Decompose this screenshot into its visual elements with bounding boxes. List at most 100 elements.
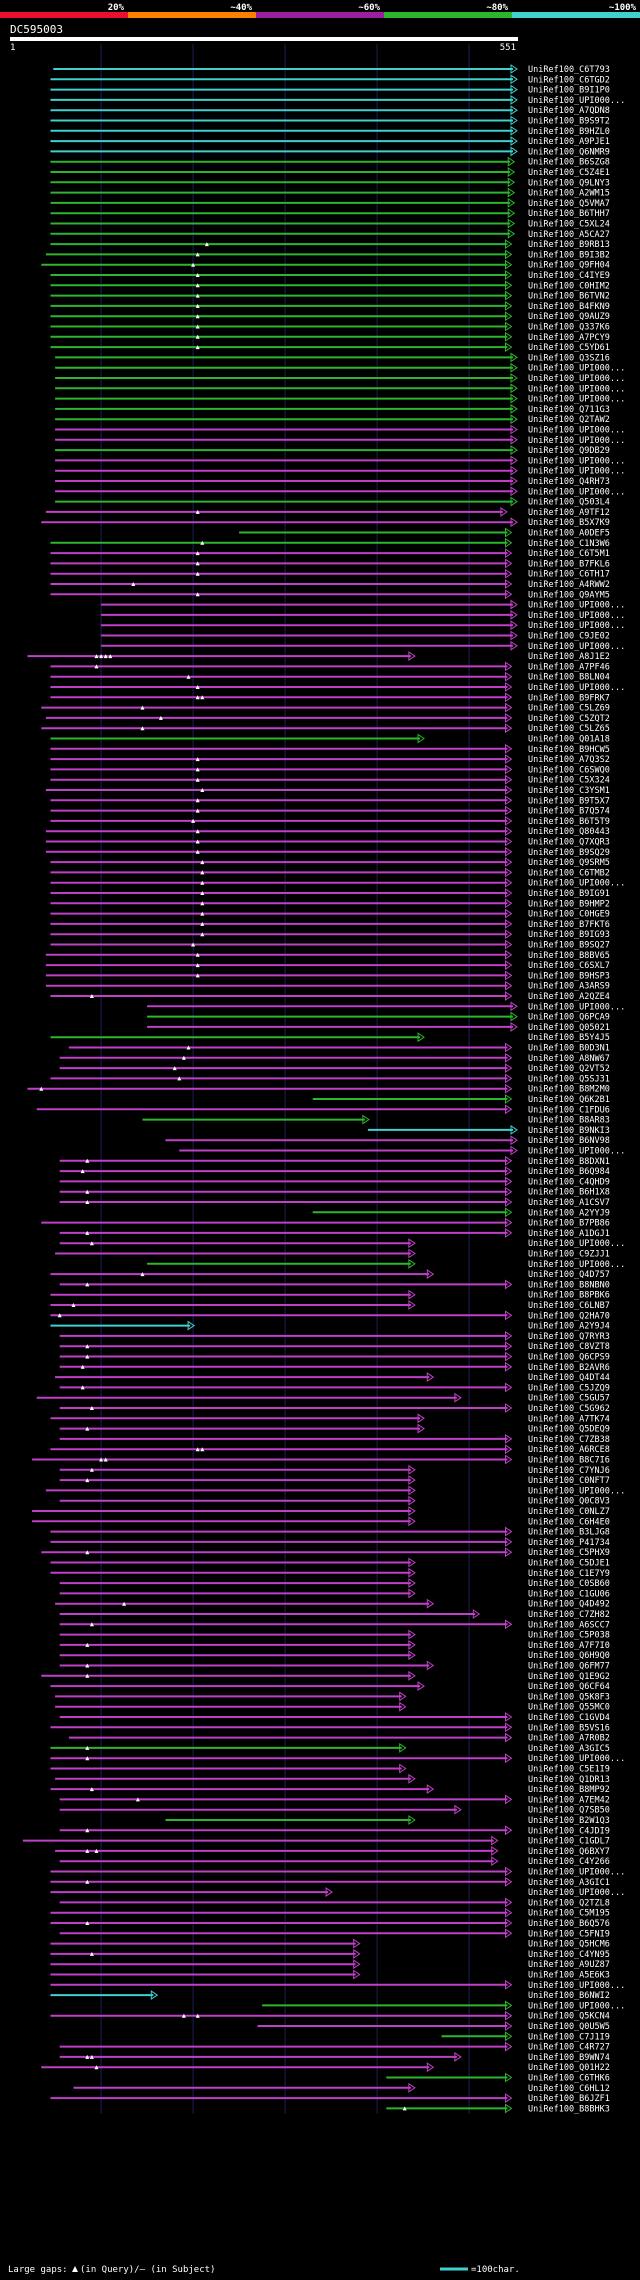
hit-label[interactable]: UniRef100_C1N3W6 bbox=[528, 539, 610, 549]
hit-label[interactable]: UniRef100_A7Q3S2 bbox=[528, 755, 610, 765]
hit-row[interactable]: UniRef100_UPI000... bbox=[55, 424, 625, 436]
hit-label[interactable]: UniRef100_C6TMB2 bbox=[528, 868, 610, 878]
hit-row[interactable]: UniRef100_Q3SZ16 bbox=[55, 352, 610, 363]
hit-row[interactable]: UniRef100_B9SQ29 bbox=[45, 846, 610, 858]
hit-label[interactable]: UniRef100_A7R0B2 bbox=[528, 1734, 610, 1744]
hit-label[interactable]: UniRef100_Q5VMA7 bbox=[528, 199, 610, 209]
hit-label[interactable]: UniRef100_C5X324 bbox=[528, 776, 610, 786]
hit-row[interactable]: UniRef100_B6SZG8 bbox=[50, 156, 610, 168]
hit-label[interactable]: UniRef100_C6SWQ0 bbox=[528, 765, 610, 775]
hit-label[interactable]: UniRef100_C5LZ69 bbox=[528, 704, 610, 714]
hit-row[interactable]: UniRef100_C6HL12 bbox=[73, 2082, 610, 2094]
hit-label[interactable]: UniRef100_B6Q984 bbox=[528, 1167, 610, 1177]
hit-row[interactable]: UniRef100_Q1E9G2 bbox=[41, 1670, 610, 1682]
hit-row[interactable]: UniRef100_Q4D492 bbox=[55, 1598, 610, 1610]
hit-row[interactable]: UniRef100_C5YD61 bbox=[50, 342, 610, 353]
hit-row[interactable]: UniRef100_A7F7I0 bbox=[59, 1639, 610, 1651]
hit-row[interactable]: UniRef100_Q5SJ31 bbox=[50, 1073, 610, 1084]
hit-row[interactable]: UniRef100_Q6K2B1 bbox=[312, 1094, 610, 1105]
hit-label[interactable]: UniRef100_C1E7Y9 bbox=[528, 1569, 610, 1579]
hit-row[interactable]: UniRef100_C8VZT8 bbox=[59, 1341, 610, 1352]
hit-row[interactable]: UniRef100_Q80443 bbox=[45, 826, 610, 837]
hit-row[interactable]: UniRef100_C7ZH82 bbox=[59, 1609, 610, 1620]
hit-label[interactable]: UniRef100_A3GIC5 bbox=[528, 1744, 610, 1754]
hit-label[interactable]: UniRef100_A9TF12 bbox=[528, 508, 610, 518]
hit-row[interactable]: UniRef100_C3YSM1 bbox=[45, 785, 610, 796]
hit-label[interactable]: UniRef100_A2WM15 bbox=[528, 189, 610, 199]
hit-row[interactable]: UniRef100_B6TVN2 bbox=[50, 290, 610, 302]
hit-row[interactable]: UniRef100_C6H4E0 bbox=[32, 1516, 610, 1527]
hit-label[interactable]: UniRef100_A7PF46 bbox=[528, 662, 610, 672]
hit-row[interactable]: UniRef100_C7ZB38 bbox=[59, 1433, 610, 1445]
hit-row[interactable]: UniRef100_P41734 bbox=[50, 1536, 610, 1548]
hit-row[interactable]: UniRef100_B9I3B2 bbox=[45, 249, 610, 260]
hit-label[interactable]: UniRef100_C6LNB7 bbox=[528, 1301, 610, 1311]
hit-row[interactable]: UniRef100_C0HGE9 bbox=[50, 908, 610, 920]
hit-row[interactable]: UniRef100_UPI000... bbox=[50, 1866, 625, 1878]
hit-label[interactable]: UniRef100_UPI000... bbox=[528, 1486, 625, 1496]
hit-label[interactable]: UniRef100_Q4RH73 bbox=[528, 477, 610, 487]
hit-label[interactable]: UniRef100_B8DXN1 bbox=[528, 1157, 610, 1167]
hit-label[interactable]: UniRef100_Q55MC0 bbox=[528, 1703, 610, 1713]
hit-label[interactable]: UniRef100_A6RCE8 bbox=[528, 1445, 610, 1455]
hit-label[interactable]: UniRef100_A7F7I0 bbox=[528, 1641, 610, 1651]
hit-row[interactable]: UniRef100_C5ZQT2 bbox=[45, 712, 610, 724]
hit-label[interactable]: UniRef100_Q6FM77 bbox=[528, 1662, 610, 1672]
hit-row[interactable]: UniRef100_UPI000... bbox=[55, 393, 625, 405]
hit-label[interactable]: UniRef100_Q6CF64 bbox=[528, 1682, 610, 1692]
hit-row[interactable]: UniRef100_B8BHK3 bbox=[386, 2103, 610, 2114]
hit-label[interactable]: UniRef100_Q6BXY7 bbox=[528, 1847, 610, 1857]
hit-row[interactable]: UniRef100_B6THH7 bbox=[50, 208, 610, 219]
hit-label[interactable]: UniRef100_A1CSV7 bbox=[528, 1198, 610, 1208]
hit-row[interactable]: UniRef100_C6T793 bbox=[53, 64, 610, 75]
hit-label[interactable]: UniRef100_C9ZJJ1 bbox=[528, 1250, 610, 1260]
hit-label[interactable]: UniRef100_UPI000... bbox=[528, 1868, 625, 1878]
hit-row[interactable]: UniRef100_UPI000... bbox=[50, 94, 625, 106]
hit-row[interactable]: UniRef100_A2QZE4 bbox=[50, 991, 610, 1002]
hit-row[interactable]: UniRef100_B6T5T9 bbox=[50, 815, 610, 827]
hit-label[interactable]: UniRef100_Q0U5W5 bbox=[528, 2022, 610, 2032]
hit-row[interactable]: UniRef100_UPI000... bbox=[55, 486, 625, 497]
hit-row[interactable]: UniRef100_C5XL24 bbox=[50, 218, 610, 230]
hit-row[interactable]: UniRef100_UPI000... bbox=[50, 1753, 625, 1764]
hit-label[interactable]: UniRef100_A2YYJ9 bbox=[528, 1208, 610, 1218]
hit-row[interactable]: UniRef100_C1FDU6 bbox=[36, 1104, 610, 1115]
hit-row[interactable]: UniRef100_B9NKI3 bbox=[367, 1124, 610, 1136]
hit-row[interactable]: UniRef100_UPI000... bbox=[55, 434, 625, 446]
hit-label[interactable]: UniRef100_B5VS16 bbox=[528, 1723, 610, 1733]
hit-label[interactable]: UniRef100_B9WN74 bbox=[528, 2053, 610, 2063]
hit-label[interactable]: UniRef100_Q7RYR3 bbox=[528, 1332, 610, 1342]
hit-row[interactable]: UniRef100_C5LZ65 bbox=[41, 723, 610, 734]
hit-row[interactable]: UniRef100_A5CA27 bbox=[50, 228, 610, 240]
hit-row[interactable]: UniRef100_C1GDL7 bbox=[22, 1835, 610, 1847]
hit-row[interactable]: UniRef100_C5Z4E1 bbox=[50, 167, 610, 178]
hit-row[interactable]: UniRef100_Q9SRM5 bbox=[50, 857, 610, 868]
hit-row[interactable]: UniRef100_UPI000... bbox=[55, 383, 625, 394]
hit-label[interactable]: UniRef100_Q5DEQ9 bbox=[528, 1425, 610, 1435]
hit-label[interactable]: UniRef100_B8NBN0 bbox=[528, 1280, 610, 1290]
hit-label[interactable]: UniRef100_C6HL12 bbox=[528, 2084, 610, 2094]
hit-label[interactable]: UniRef100_C5P038 bbox=[528, 1631, 610, 1641]
hit-label[interactable]: UniRef100_C5GU57 bbox=[528, 1394, 610, 1404]
hit-label[interactable]: UniRef100_UPI000... bbox=[528, 1239, 625, 1249]
hit-row[interactable]: UniRef100_C1GVD4 bbox=[59, 1712, 610, 1723]
hit-row[interactable]: UniRef100_B9SQ27 bbox=[50, 939, 610, 951]
hit-row[interactable]: UniRef100_B8C7I6 bbox=[32, 1454, 610, 1466]
hit-label[interactable]: UniRef100_Q1E9G2 bbox=[528, 1672, 610, 1682]
hit-row[interactable]: UniRef100_B9RB13 bbox=[50, 239, 610, 250]
hit-label[interactable]: UniRef100_B8M2M0 bbox=[528, 1085, 610, 1095]
hit-row[interactable]: UniRef100_B5VS16 bbox=[50, 1722, 610, 1733]
hit-row[interactable]: UniRef100_C6SWQ0 bbox=[50, 764, 610, 775]
hit-label[interactable]: UniRef100_Q1DR13 bbox=[528, 1775, 610, 1785]
hit-row[interactable]: UniRef100_Q6FM77 bbox=[59, 1660, 610, 1672]
hit-row[interactable]: UniRef100_UPI000... bbox=[101, 609, 625, 621]
hit-label[interactable]: UniRef100_Q4DT44 bbox=[528, 1373, 610, 1383]
hit-label[interactable]: UniRef100_Q9LNY3 bbox=[528, 178, 610, 188]
hit-row[interactable]: UniRef100_UPI000... bbox=[101, 620, 625, 631]
hit-row[interactable]: UniRef100_B9IG91 bbox=[50, 888, 610, 899]
hit-row[interactable]: UniRef100_Q4RH73 bbox=[55, 476, 610, 487]
hit-label[interactable]: UniRef100_UPI000... bbox=[528, 2001, 625, 2011]
hit-row[interactable]: UniRef100_B9S9T2 bbox=[50, 115, 610, 127]
hit-row[interactable]: UniRef100_C6TGD2 bbox=[50, 74, 610, 85]
hit-row[interactable]: UniRef100_Q9LNY3 bbox=[50, 177, 610, 188]
